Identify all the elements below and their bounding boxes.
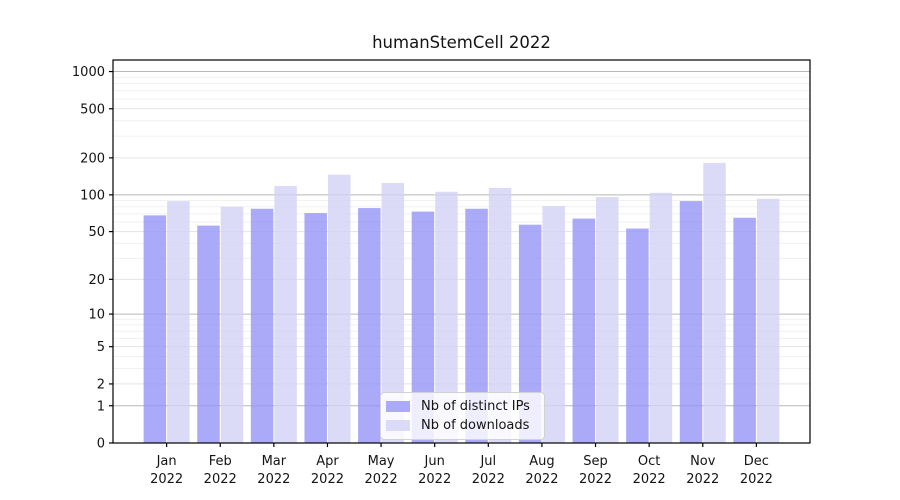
bar-nb-of-downloads-may [381,182,405,443]
y-tick-label: 50 [88,225,105,240]
axis-box [112,59,811,444]
y-tick-label: 1000 [72,65,105,80]
bar-nb-of-distinct-ips-jan [143,215,167,443]
bar-nb-of-distinct-ips-apr [304,213,327,443]
y-tick-label: 5 [97,340,105,355]
x-tick-label-month: Nov [690,454,716,469]
bar-nb-of-distinct-ips-feb [197,225,220,443]
x-tick-label-year: 2022 [418,472,451,487]
legend-swatch-distinct-ips-icon [386,401,410,412]
y-tick-label: 500 [80,102,105,117]
legend-item-downloads: Nb of downloads [386,418,536,433]
y-tick-label: 100 [80,188,105,203]
x-tick-label-year: 2022 [150,472,183,487]
bar-nb-of-downloads-sep [596,197,619,443]
bar-nb-of-downloads-mar [274,186,297,443]
bar-nb-of-distinct-ips-mar [250,208,274,443]
x-tick-label-year: 2022 [525,472,558,487]
legend-item-distinct-ips: Nb of distinct IPs [386,399,536,414]
bar-nb-of-downloads-nov [703,162,726,443]
bar-nb-of-downloads-jan [167,201,190,443]
bar-nb-of-downloads-apr [327,174,351,443]
legend-swatch-downloads-icon [386,420,410,431]
bar-nb-of-downloads-feb [220,206,244,443]
x-tick-label-month: Sep [583,454,608,469]
bar-nb-of-distinct-ips-may [358,208,381,443]
y-tick-label: 10 [88,308,105,323]
x-tick-label-month: May [368,454,395,469]
x-tick-label-year: 2022 [633,472,666,487]
x-tick-label-month: Jan [156,454,177,469]
bar-nb-of-distinct-ips-jun [411,211,435,443]
bar-nb-of-distinct-ips-aug [518,224,542,443]
bar-nb-of-downloads-jul [488,187,512,443]
bar-nb-of-distinct-ips-sep [572,218,596,443]
x-tick-label-month: Oct [638,454,660,469]
bar-nb-of-distinct-ips-nov [679,201,703,443]
y-tick-label: 200 [80,151,105,166]
y-tick-label: 20 [88,273,105,288]
x-tick-label-year: 2022 [686,472,719,487]
x-tick-label-month: Dec [744,454,769,469]
x-tick-label-month: Aug [529,454,554,469]
x-tick-label-year: 2022 [472,472,505,487]
bar-nb-of-distinct-ips-jul [465,208,488,443]
x-tick-label-month: Feb [209,454,232,469]
legend-label-downloads: Nb of downloads [421,418,530,433]
bar-nb-of-distinct-ips-dec [733,217,756,443]
x-tick-label-year: 2022 [740,472,773,487]
x-tick-label-year: 2022 [311,472,344,487]
x-tick-label-year: 2022 [365,472,398,487]
x-tick-label-month: Mar [262,454,287,469]
y-tick-label: 2 [97,377,105,392]
legend-label-distinct-ips: Nb of distinct IPs [421,399,530,414]
bar-nb-of-downloads-oct [649,192,673,443]
bar-nb-of-distinct-ips-oct [626,228,649,443]
chart-title: humanStemCell 2022 [372,33,551,52]
x-tick-label-year: 2022 [579,472,612,487]
bar-nb-of-downloads-aug [542,206,565,443]
x-tick-label-year: 2022 [204,472,237,487]
y-tick-label: 0 [97,437,105,452]
x-tick-label-month: Jun [424,454,445,469]
x-tick-label-month: Jul [479,454,496,469]
bar-nb-of-downloads-jun [435,191,458,443]
x-tick-label-year: 2022 [257,472,290,487]
legend: Nb of distinct IPs Nb of downloads [380,392,545,440]
x-tick-label-month: Apr [316,454,339,469]
bar-nb-of-downloads-dec [756,198,780,443]
y-tick-label: 1 [97,399,105,414]
